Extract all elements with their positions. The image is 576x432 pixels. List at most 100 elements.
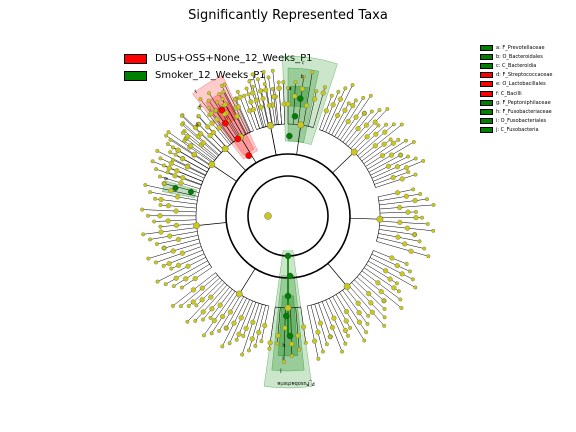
leaf-node xyxy=(420,215,424,220)
leaf-branch xyxy=(257,79,269,127)
red-taxon-node xyxy=(221,119,229,127)
leaf-node xyxy=(168,137,173,142)
leaf-node xyxy=(219,83,224,88)
leaf-branch xyxy=(211,292,239,334)
taxon-node xyxy=(331,315,337,321)
taxon-node xyxy=(342,107,348,113)
taxa-key-item: b: O_Bacteroidales xyxy=(480,52,553,61)
taxon-node xyxy=(263,87,269,93)
leaf-node xyxy=(255,77,260,82)
taxon-node xyxy=(192,125,198,131)
taxon-node xyxy=(368,300,374,306)
leaf-node xyxy=(240,352,245,357)
leaf-branch xyxy=(325,88,346,133)
leaf-node xyxy=(250,72,255,77)
taxon-node xyxy=(227,309,233,315)
taxon-node xyxy=(356,310,362,316)
taxa-key-item: a: F_Prevotellaceae xyxy=(480,43,553,52)
leaf-node xyxy=(261,70,266,74)
taxon-node xyxy=(355,300,361,306)
leaf-node xyxy=(163,282,168,287)
leaf-node xyxy=(215,100,220,105)
leaf-node xyxy=(431,202,436,207)
key-swatch xyxy=(480,108,493,115)
leaf-node xyxy=(197,105,202,110)
core-ring xyxy=(247,175,329,257)
leaf-node xyxy=(267,346,272,351)
leaf-node xyxy=(235,89,240,94)
taxon-node xyxy=(282,325,288,331)
taxon-node xyxy=(175,147,181,153)
leaf-node xyxy=(241,334,246,338)
taxon-node xyxy=(173,208,179,214)
leaf-branch xyxy=(377,237,425,249)
leaf-node xyxy=(340,349,345,354)
leaf-branch xyxy=(249,81,263,128)
leaf-node xyxy=(425,197,429,202)
leaf-node xyxy=(270,86,275,91)
leaf-node xyxy=(418,192,423,196)
taxon-node xyxy=(329,324,335,331)
taxon-node xyxy=(165,203,171,209)
leaf-node xyxy=(161,263,166,268)
leaf-branch xyxy=(143,227,197,235)
group-legend: DUS+OSS+None_12_Weeks_P1 Smoker_12_Weeks… xyxy=(124,50,313,84)
leaf-node xyxy=(404,138,408,143)
sector-b-bacteroidales xyxy=(287,67,320,143)
taxon-node xyxy=(364,134,370,140)
leaf-branch xyxy=(241,303,260,355)
leaf-node xyxy=(362,111,367,116)
leaf-node xyxy=(329,93,334,98)
taxon-node xyxy=(397,219,403,225)
leaf-node xyxy=(377,108,382,112)
sector-labels: c b a f e d g j i h P_Fusobacteria xyxy=(163,60,315,386)
key-swatch xyxy=(480,99,493,106)
taxon-node xyxy=(399,176,405,182)
leaf-node xyxy=(165,142,170,146)
leaf-node xyxy=(247,79,252,84)
taxon-node xyxy=(209,120,215,126)
leaf-node xyxy=(343,86,348,91)
leaf-node xyxy=(201,333,206,338)
leaf-node xyxy=(364,330,369,335)
leaf-node xyxy=(217,328,222,333)
leaf-branch xyxy=(347,109,380,147)
taxon-node xyxy=(173,222,179,228)
taxon-node xyxy=(350,103,356,109)
leaf-branch xyxy=(303,72,313,126)
taxa-key-item: c: C_Bacteroidia xyxy=(480,61,553,70)
leaf-branch xyxy=(199,107,230,145)
taxon-node xyxy=(382,129,388,135)
legend-label: Smoker_12_Weeks_P1 xyxy=(155,70,266,81)
taxon-node xyxy=(412,198,418,204)
taxon-node xyxy=(158,229,164,235)
leaf-node xyxy=(399,122,404,127)
leaf-node xyxy=(234,337,239,342)
clade-node xyxy=(221,145,229,153)
taxon-node xyxy=(342,327,348,333)
taxon-node xyxy=(317,320,324,326)
taxon-node xyxy=(191,151,198,157)
taxon-node xyxy=(399,271,405,277)
leaf-branch xyxy=(355,124,387,154)
taxon-node xyxy=(174,168,180,174)
key-swatch xyxy=(480,72,493,79)
taxon-node xyxy=(402,241,408,247)
leaf-node xyxy=(158,156,163,161)
red-taxon-node xyxy=(234,135,242,143)
taxon-node xyxy=(250,319,256,325)
leaf-node xyxy=(376,123,381,128)
taxon-node xyxy=(253,97,260,103)
leaf-node xyxy=(224,326,229,331)
leaf-branch xyxy=(255,305,266,347)
taxon-node xyxy=(388,152,394,158)
taxon-node xyxy=(387,276,393,282)
branch-line xyxy=(211,164,237,182)
leaf-branch xyxy=(157,257,206,282)
leaf-node xyxy=(143,183,148,187)
leaf-branch xyxy=(157,150,206,176)
leaf-node xyxy=(217,92,222,96)
leaf-branch xyxy=(295,307,300,350)
sector-label-f: f xyxy=(194,89,199,95)
taxon-node xyxy=(185,263,191,269)
